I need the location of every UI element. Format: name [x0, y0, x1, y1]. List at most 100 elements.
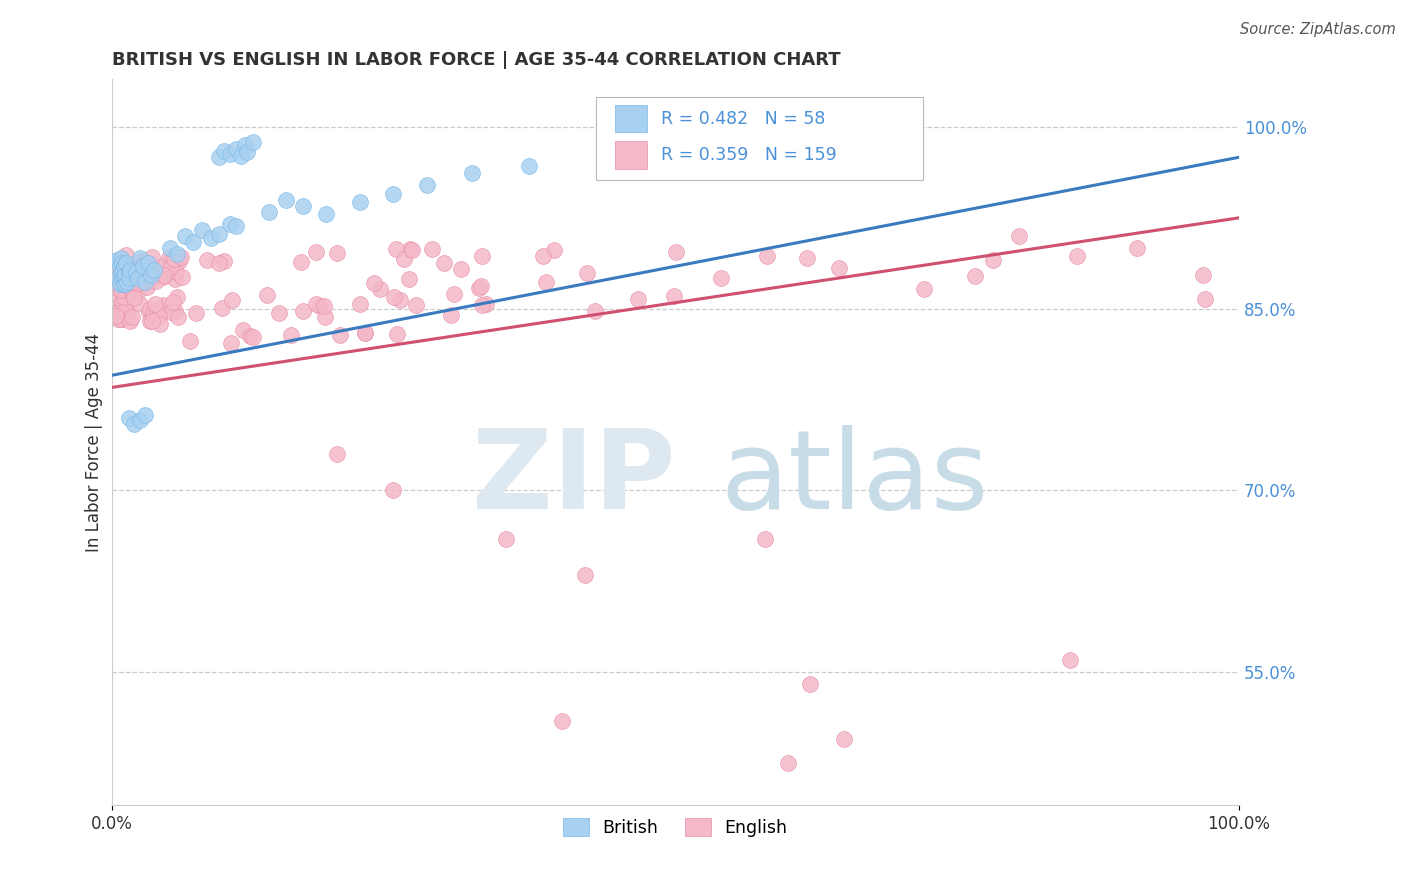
Point [179, 334, 201, 348]
Point [354, 326, 377, 341]
Point [181, 235, 204, 249]
Point [112, 290, 135, 304]
Point [139, 268, 162, 282]
Point [208, 150, 231, 164]
Point [219, 146, 242, 161]
Point [128, 251, 150, 265]
Point [138, 268, 160, 283]
Point [104, 260, 127, 274]
Point [115, 302, 138, 317]
Point [200, 231, 222, 245]
Point [401, 244, 423, 258]
Point [111, 271, 134, 285]
Point [114, 269, 136, 284]
Point [166, 290, 188, 304]
Point [114, 268, 136, 282]
Point [312, 299, 335, 313]
Point [157, 259, 180, 273]
Point [111, 298, 134, 312]
Point [138, 305, 160, 319]
Point [122, 288, 145, 302]
Point [118, 272, 141, 286]
Point [315, 207, 337, 221]
Point [111, 262, 134, 277]
Point [118, 263, 141, 277]
Point [152, 298, 174, 312]
Point [471, 298, 494, 312]
Point [165, 264, 187, 278]
Text: ZIP: ZIP [472, 425, 676, 532]
Point [107, 312, 129, 326]
Point [145, 296, 167, 310]
Point [221, 335, 243, 350]
Point [115, 301, 138, 316]
Point [305, 297, 328, 311]
Point [110, 282, 132, 296]
Point [128, 413, 150, 427]
Text: Source: ZipAtlas.com: Source: ZipAtlas.com [1240, 22, 1396, 37]
FancyBboxPatch shape [616, 104, 647, 132]
Point [104, 302, 127, 317]
Point [832, 731, 855, 746]
Point [236, 145, 259, 160]
Point [349, 195, 371, 210]
Point [138, 275, 160, 289]
Point [1008, 229, 1031, 244]
Text: BRITISH VS ENGLISH IN LABOR FORCE | AGE 35-44 CORRELATION CHART: BRITISH VS ENGLISH IN LABOR FORCE | AGE … [111, 51, 841, 69]
Point [141, 313, 163, 327]
Point [208, 227, 231, 241]
Point [117, 410, 139, 425]
Point [117, 271, 139, 285]
Point [233, 138, 256, 153]
Point [142, 307, 165, 321]
Point [105, 266, 128, 280]
Point [108, 277, 131, 292]
Point [105, 261, 128, 276]
Point [710, 271, 733, 285]
Point [149, 317, 172, 331]
Point [117, 275, 139, 289]
Point [136, 279, 159, 293]
Y-axis label: In Labor Force | Age 35-44: In Labor Force | Age 35-44 [86, 333, 103, 551]
Point [143, 263, 166, 277]
Point [128, 295, 150, 310]
Point [141, 250, 163, 264]
Point [326, 447, 349, 461]
Point [292, 199, 315, 213]
Point [1191, 268, 1213, 282]
Point [110, 265, 132, 279]
Point [165, 272, 187, 286]
Point [665, 245, 688, 260]
Point [122, 267, 145, 281]
Point [160, 305, 183, 319]
FancyBboxPatch shape [616, 142, 647, 169]
Point [354, 326, 377, 340]
Point [416, 178, 439, 193]
Point [172, 269, 194, 284]
Point [385, 242, 408, 256]
Point [387, 326, 409, 341]
Point [912, 282, 935, 296]
Point [129, 258, 152, 272]
Point [349, 297, 371, 311]
Legend: British, English: British, English [555, 811, 794, 844]
Point [1125, 241, 1147, 255]
Point [551, 714, 574, 728]
Point [212, 253, 235, 268]
Point [117, 280, 139, 294]
Point [754, 532, 776, 546]
Point [117, 308, 139, 322]
Point [135, 263, 157, 277]
Point [162, 294, 184, 309]
Point [259, 204, 281, 219]
Point [239, 329, 262, 343]
Point [157, 251, 180, 265]
Point [627, 292, 650, 306]
Point [440, 309, 463, 323]
Point [543, 244, 565, 258]
Point [112, 260, 135, 274]
Point [108, 260, 131, 274]
Point [124, 291, 146, 305]
Point [107, 264, 129, 278]
Point [134, 409, 156, 423]
